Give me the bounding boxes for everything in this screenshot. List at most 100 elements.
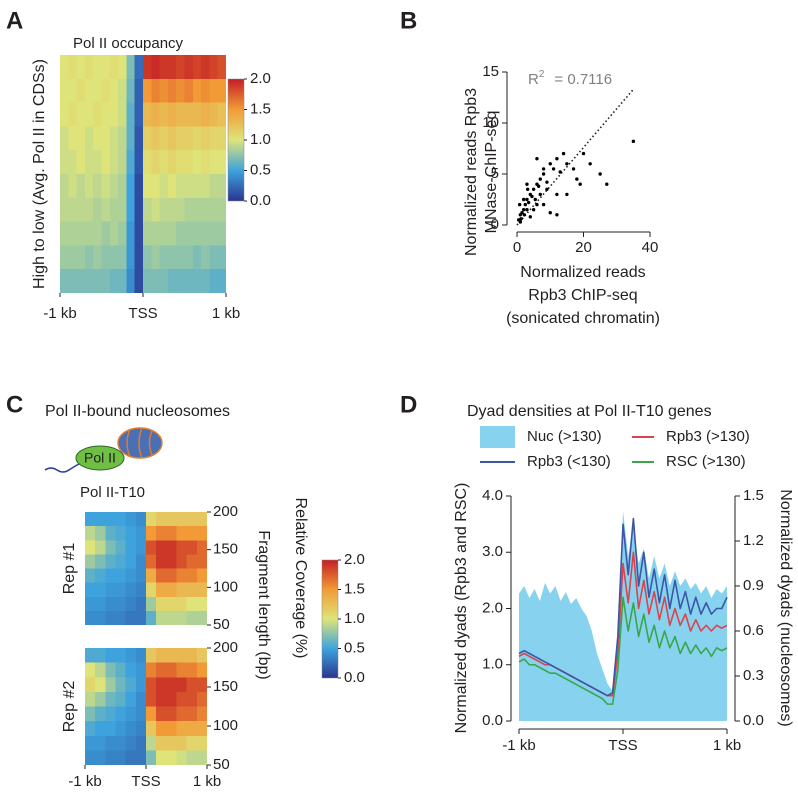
- heatmap-cell: [84, 55, 94, 80]
- heatmap-cell: [192, 197, 202, 223]
- heatmap-cell: [84, 150, 94, 175]
- heatmap-cell: [166, 554, 178, 570]
- heatmap-cell: [186, 568, 198, 584]
- heatmap-cell: [196, 554, 207, 570]
- x-axis-label: (sonicated chromatin): [506, 310, 660, 327]
- heatmap-cell: [126, 197, 136, 223]
- heatmap-cell: [209, 197, 219, 223]
- heatmap-cell: [184, 102, 194, 127]
- heatmap-cell: [95, 721, 106, 737]
- heatmap-cell: [135, 721, 147, 737]
- heatmap-cell: [134, 174, 144, 199]
- chart-subtitle: Pol II-bound nucleosomes: [45, 403, 230, 420]
- heatmap-cell: [125, 540, 137, 555]
- heatmap-cell: [85, 568, 96, 584]
- legend-label: Nuc (>130): [527, 428, 602, 445]
- heatmap-cell: [105, 596, 117, 612]
- heatmap-cell: [143, 102, 152, 127]
- heatmap-cell: [93, 55, 103, 80]
- heatmap-cell: [166, 662, 178, 678]
- heatmap-cell: [186, 706, 198, 722]
- heatmap-cell: [118, 102, 127, 127]
- heatmap-cell: [105, 691, 117, 708]
- heatmap-cell: [186, 750, 198, 765]
- heatmap-cell: [186, 648, 198, 664]
- x-tick-label: TSS: [128, 305, 157, 322]
- heatmap-cell: [125, 677, 137, 693]
- heatmap-cell: [143, 174, 152, 199]
- heatmap-cell: [209, 78, 219, 104]
- heatmap-cell: [146, 662, 157, 678]
- heatmap-cell: [156, 648, 167, 664]
- heatmap-cell: [85, 662, 96, 678]
- heatmap-cell: [146, 512, 157, 527]
- heatmap-cell: [159, 269, 169, 293]
- heatmap-cell: [167, 221, 177, 246]
- scatter-point: [518, 220, 523, 224]
- heatmap-cell: [76, 150, 86, 175]
- heatmap-cell: [156, 735, 167, 751]
- heatmap-cell: [93, 197, 103, 223]
- heatmap-cell: [196, 750, 207, 765]
- scatter-point: [531, 208, 536, 212]
- scatter-point: [561, 151, 566, 156]
- heatmap-cell: [184, 150, 194, 175]
- heatmap-cell: [167, 55, 177, 80]
- heatmap-cell: [60, 269, 69, 293]
- heatmap-cell: [135, 691, 147, 708]
- heatmap-cell: [166, 610, 178, 625]
- heatmap-cell: [76, 269, 86, 293]
- heatmap-cell: [167, 102, 177, 127]
- heatmap-cell: [166, 721, 178, 737]
- panel-row-label: Rep #2: [61, 681, 78, 733]
- annotation-value: = 0.7116: [554, 71, 612, 88]
- heatmap-cell: [85, 512, 96, 527]
- heatmap-cell: [134, 78, 144, 104]
- heatmap-cell: [159, 174, 169, 199]
- heatmap-cell: [125, 512, 137, 527]
- heatmap-cell: [176, 735, 188, 751]
- scatter-point: [520, 211, 524, 215]
- heatmap-cell: [134, 102, 144, 127]
- y-tick-label: 5: [491, 165, 499, 182]
- heatmap-cell: [76, 78, 86, 104]
- y-tick-label: 50: [213, 616, 230, 633]
- heatmap-cell: [115, 691, 127, 708]
- heatmap-cell: [217, 150, 226, 175]
- x-tick-label: -1 kb: [502, 737, 535, 754]
- scatter-point: [535, 157, 539, 161]
- heatmap-cell: [125, 526, 137, 541]
- heatmap-cell: [105, 512, 117, 527]
- x-tick-label: 20: [575, 239, 592, 256]
- heatmap-cell: [76, 221, 86, 246]
- heatmap-cell: [146, 691, 157, 708]
- heatmap-cell: [159, 102, 169, 127]
- heatmap-cell: [201, 102, 210, 127]
- heatmap-cell: [151, 245, 161, 270]
- heatmap-cell: [60, 221, 69, 246]
- heatmap-cell: [186, 677, 198, 693]
- heatmap-cell: [60, 245, 69, 270]
- heatmap-cell: [143, 126, 152, 151]
- scatter-point: [551, 167, 556, 171]
- scatter-point: [525, 208, 529, 212]
- heatmap-cell: [186, 540, 198, 555]
- heatmap-cell: [115, 568, 127, 584]
- heatmap-cell: [156, 721, 167, 737]
- y2-tick-label: 0.3: [743, 667, 764, 684]
- heatmap-cell: [196, 677, 207, 693]
- y-tick-label: 100: [213, 578, 238, 595]
- heatmap-cell: [125, 735, 137, 751]
- heatmap-cell: [146, 568, 157, 584]
- heatmap-cell: [93, 102, 103, 127]
- heatmap-cell: [156, 512, 167, 527]
- heatmap-cell: [135, 648, 147, 664]
- scatter-point: [530, 194, 534, 199]
- heatmap-cell: [176, 610, 188, 625]
- heatmap-cell: [105, 610, 117, 625]
- x-tick-label: 40: [642, 239, 659, 256]
- heatmap-cell: [176, 750, 188, 765]
- heatmap-cell: [125, 721, 137, 737]
- heatmap-cell: [176, 582, 188, 598]
- cartoon-label: Pol II: [84, 450, 116, 466]
